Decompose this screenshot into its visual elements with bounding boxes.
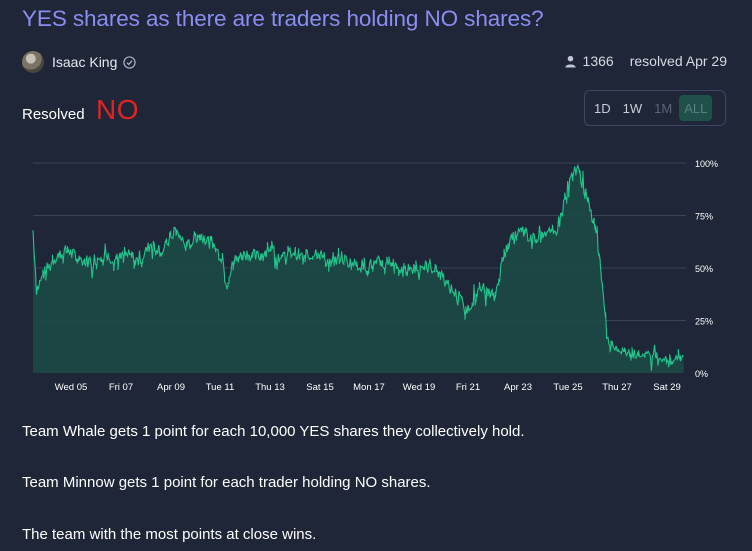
market-title[interactable]: YES shares as there are traders holding …: [22, 6, 544, 31]
verified-check-icon: [123, 55, 137, 69]
x-tick-label: Fri 21: [456, 382, 480, 393]
description-paragraph-2: Team Minnow gets 1 point for each trader…: [22, 474, 431, 491]
y-tick-label: 25%: [695, 317, 713, 327]
x-tick-label: Wed 05: [55, 382, 88, 393]
person-icon: [564, 55, 576, 68]
x-tick-label: Sat 15: [306, 382, 333, 393]
x-tick-label: Apr 23: [504, 382, 532, 393]
market-stats: 1366 resolved Apr 29: [564, 53, 727, 69]
author-name[interactable]: Isaac King: [52, 54, 118, 70]
y-tick-label: 75%: [695, 212, 713, 222]
x-tick-label: Tue 25: [553, 382, 582, 393]
y-tick-label: 50%: [695, 264, 713, 274]
time-range-selector: 1D 1W 1M ALL: [584, 90, 726, 126]
x-tick-label: Wed 19: [403, 382, 436, 393]
range-1d-button[interactable]: 1D: [594, 100, 611, 116]
author-row[interactable]: Isaac King: [22, 51, 137, 73]
probability-chart[interactable]: 100% 75% 50% 25% 0% Wed 05 Fri 07 Apr 09 Tue 11…: [0, 150, 752, 400]
y-tick-label: 100%: [695, 159, 718, 169]
x-tick-label: Apr 09: [157, 382, 185, 393]
traders-count: 1366: [582, 53, 614, 69]
x-tick-label: Sat 29: [653, 382, 680, 393]
x-tick-label: Thu 27: [602, 382, 632, 393]
resolved-date: resolved Apr 29: [629, 53, 727, 69]
description-paragraph-3: The team with the most points at close w…: [22, 526, 317, 543]
x-tick-label: Tue 11: [206, 382, 235, 393]
y-tick-label: 0%: [695, 369, 708, 379]
chart-series-line: [32, 163, 684, 371]
description-paragraph-1: Team Whale gets 1 point for each 10,000 …: [22, 423, 525, 440]
x-tick-label: Mon 17: [353, 382, 385, 393]
range-1w-button[interactable]: 1W: [622, 100, 643, 116]
resolution-outcome: NO: [96, 94, 139, 125]
range-all-button[interactable]: ALL: [679, 95, 713, 121]
x-tick-label: Fri 07: [109, 382, 133, 393]
chart-area-fill: [33, 165, 684, 373]
resolved-label: Resolved: [22, 106, 85, 123]
avatar[interactable]: [22, 51, 44, 73]
x-tick-label: Thu 13: [255, 382, 285, 393]
range-1m-button[interactable]: 1M: [654, 100, 673, 116]
